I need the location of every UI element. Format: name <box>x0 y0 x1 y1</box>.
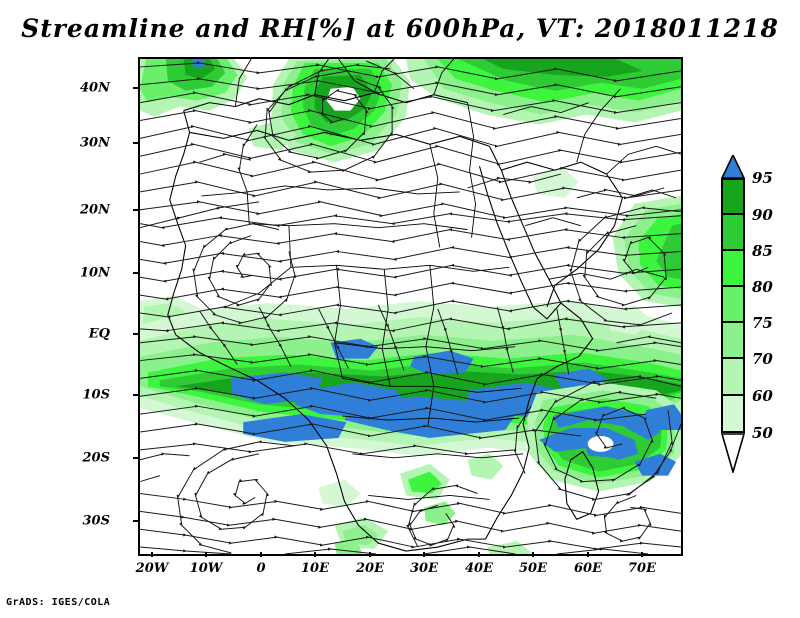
x-axis-label-20e: 20E <box>356 561 384 576</box>
x-axis-label-30e: 30E <box>410 561 438 576</box>
y-axis-label-10s: 10S <box>82 387 110 403</box>
x-tickmark <box>641 552 643 557</box>
colorbar-label-70: 70 <box>752 350 773 368</box>
x-axis-label-70e: 70E <box>628 561 656 576</box>
y-axis-label-10n: 10N <box>80 265 110 281</box>
colorbar-label-60: 60 <box>752 387 773 405</box>
y-axis-label-30n: 30N <box>80 135 110 151</box>
x-axis-label-60e: 60E <box>574 561 602 576</box>
x-tickmark <box>478 552 480 557</box>
y-tickmark <box>133 272 138 274</box>
page-title: Streamline and RH[%] at 600hPa, VT: 2018… <box>21 14 779 43</box>
x-tickmark <box>205 552 207 557</box>
colorbar-band-70-75 <box>721 323 745 359</box>
x-tickmark <box>532 552 534 557</box>
colorbar-band-80-85 <box>721 251 745 287</box>
x-axis-label-40e: 40E <box>465 561 493 576</box>
x-tickmark <box>314 552 316 557</box>
y-tickmark <box>133 209 138 211</box>
x-tickmark <box>260 552 262 557</box>
y-axis-label-40n: 40N <box>80 80 110 96</box>
colorbar-label-80: 80 <box>752 278 773 296</box>
colorbar-label-95: 95 <box>752 169 773 187</box>
x-tickmark <box>423 552 425 557</box>
x-axis-label-0: 0 <box>256 561 266 576</box>
y-axis-label-eq: EQ <box>88 326 110 342</box>
y-tickmark <box>133 87 138 89</box>
colorbar-band-50-60 <box>721 396 745 433</box>
y-tickmark <box>133 394 138 396</box>
colorbar-label-85: 85 <box>752 242 773 260</box>
map-plot-area[interactable] <box>138 57 683 556</box>
colorbar-bands <box>721 178 745 433</box>
x-tickmark <box>369 552 371 557</box>
x-tickmark <box>587 552 589 557</box>
x-axis-label-50e: 50E <box>519 561 547 576</box>
streamline-rh-map <box>140 59 681 554</box>
y-tickmark <box>133 142 138 144</box>
x-axis-label-10w: 10W <box>189 561 223 576</box>
y-axis-label-30s: 30S <box>82 513 110 529</box>
streamline-layer <box>140 60 681 554</box>
x-tickmark <box>151 552 153 557</box>
y-axis-label-20s: 20S <box>82 450 110 466</box>
y-axis-label-20n: 20N <box>80 202 110 218</box>
x-axis-label-20w: 20W <box>135 561 169 576</box>
x-axis-label-10e: 10E <box>301 561 329 576</box>
colorbar-band-85-90 <box>721 215 745 251</box>
attribution-text: GrADS: IGES/COLA <box>6 597 111 608</box>
colorbar-band-90-95 <box>721 178 745 215</box>
colorbar-band-75-80 <box>721 287 745 323</box>
colorbar-band-60-70 <box>721 359 745 396</box>
colorbar-label-50: 50 <box>752 424 773 442</box>
y-tickmark <box>133 520 138 522</box>
colorbar-above-max-arrow <box>721 155 745 179</box>
colorbar-below-min-arrow <box>721 433 745 473</box>
colorbar-label-75: 75 <box>752 314 773 332</box>
colorbar-legend: 95 90 85 80 75 70 60 50 <box>716 155 800 473</box>
colorbar-label-90: 90 <box>752 206 773 224</box>
y-tickmark <box>133 457 138 459</box>
y-tickmark <box>133 333 138 335</box>
